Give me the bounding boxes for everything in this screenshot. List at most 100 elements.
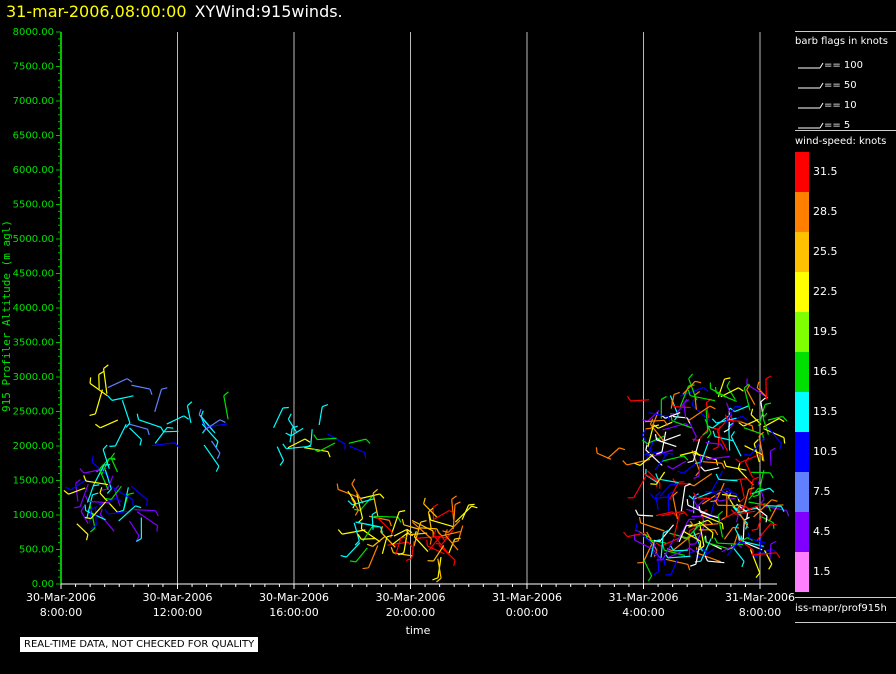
legend-border-bottom — [795, 622, 896, 623]
wind-barb — [698, 455, 702, 477]
wind-barb — [692, 438, 701, 462]
wind-barb — [444, 534, 459, 551]
wind-barb-flag — [433, 529, 437, 536]
wind-barb-flag — [738, 387, 744, 392]
wind-barb — [758, 404, 766, 427]
wind-barb — [673, 549, 688, 552]
wind-barb — [86, 485, 94, 503]
wind-barb — [136, 511, 158, 527]
wind-barb-flag — [703, 454, 708, 460]
wind-barb-flag — [442, 530, 449, 533]
wind-barb-flag — [748, 487, 755, 490]
wind-barb-flag — [216, 453, 221, 459]
wind-barb — [673, 514, 681, 538]
wind-barb-flag — [174, 442, 180, 448]
wind-barb — [154, 389, 163, 413]
wind-barb — [692, 531, 704, 552]
wind-barb-flag — [645, 443, 648, 451]
wind-barb — [654, 453, 668, 471]
wind-barb — [728, 425, 731, 451]
wind-barb-flag — [366, 543, 374, 547]
wind-barb — [85, 480, 109, 486]
wind-barb-flag — [354, 540, 360, 546]
wind-barb — [672, 460, 686, 470]
wind-barb — [650, 412, 659, 429]
wind-barb — [108, 510, 129, 515]
wind-barb-flag — [349, 560, 357, 563]
wind-barb — [682, 463, 696, 474]
y-tick-label: 6000.00 — [13, 165, 54, 176]
wind-barb — [647, 539, 667, 544]
wind-barb-flag — [161, 387, 168, 390]
wind-barb — [660, 537, 679, 547]
wind-barb — [707, 560, 725, 564]
wind-barb — [372, 535, 386, 547]
wind-barb-flag — [448, 509, 455, 514]
wind-barb-flag — [429, 538, 432, 545]
wind-barb — [710, 470, 724, 493]
wind-barb-flag — [700, 466, 706, 472]
colorbar-segment — [795, 472, 809, 512]
wind-barb-flag — [769, 487, 775, 493]
wind-barb — [743, 387, 751, 411]
barb-legend-title: barb flags in knots — [795, 36, 888, 47]
x-tick-label-time: 16:00:00 — [269, 606, 318, 619]
wind-barb-flag — [436, 577, 442, 583]
wind-barb — [763, 428, 785, 439]
wind-barb-flag — [704, 555, 709, 562]
wind-barb-flag — [684, 483, 691, 487]
x-tick-label-time: 20:00:00 — [386, 606, 435, 619]
wind-barb — [652, 549, 663, 561]
wind-barb-flag — [686, 524, 693, 527]
wind-barb-flag — [397, 516, 402, 523]
wind-barb-flag — [444, 529, 448, 536]
colorbar-label: 19.5 — [813, 325, 838, 338]
wind-barb-flag — [687, 389, 691, 396]
wind-barb-flag — [653, 539, 661, 543]
wind-barb — [80, 511, 89, 524]
wind-barb-flag — [758, 431, 764, 437]
wind-barb — [79, 484, 89, 507]
wind-barb — [717, 542, 744, 546]
wind-barb — [655, 471, 666, 485]
wind-barb-flag — [186, 401, 193, 407]
wind-barb-flag — [688, 495, 694, 500]
wind-barb-flag — [699, 545, 705, 551]
wind-barb — [454, 505, 473, 523]
wind-barb — [768, 504, 778, 522]
wind-barb — [104, 469, 112, 490]
wind-barb — [441, 530, 462, 537]
y-tick-label: 7500.00 — [13, 62, 54, 73]
wind-barb-flag — [398, 552, 405, 556]
wind-barb-flag — [437, 531, 443, 537]
wind-barb-flag — [223, 391, 229, 397]
wind-barb-flag — [432, 577, 439, 581]
wind-barb — [667, 555, 691, 559]
wind-barb — [694, 394, 698, 410]
wind-barb — [756, 523, 772, 541]
wind-barb-flag — [74, 506, 81, 509]
wind-barb-flag — [99, 487, 103, 494]
wind-barb-flag — [364, 452, 367, 459]
wind-barb-flag — [765, 516, 768, 523]
wind-barb — [695, 545, 700, 565]
wind-barb-flag — [147, 429, 150, 436]
wind-barb — [99, 514, 115, 532]
wind-barb-flag — [79, 468, 85, 474]
wind-barb-flag — [711, 532, 714, 539]
wind-barb-flag — [89, 413, 96, 416]
wind-barb-flag — [667, 452, 674, 455]
wind-barb — [667, 494, 670, 512]
wind-barb-flag — [401, 518, 405, 525]
wind-barb-flag — [745, 523, 749, 530]
wind-barb — [673, 406, 691, 409]
y-tick-label: 2500.00 — [13, 407, 54, 418]
wind-barb — [273, 407, 284, 429]
wind-barb — [717, 515, 724, 538]
wind-barb — [696, 497, 712, 500]
wind-barb-flag — [692, 438, 699, 441]
wind-barb-flag — [647, 575, 653, 582]
wind-barb — [349, 445, 366, 454]
wind-barb-flag — [405, 557, 412, 562]
wind-barb-flag — [667, 465, 673, 470]
